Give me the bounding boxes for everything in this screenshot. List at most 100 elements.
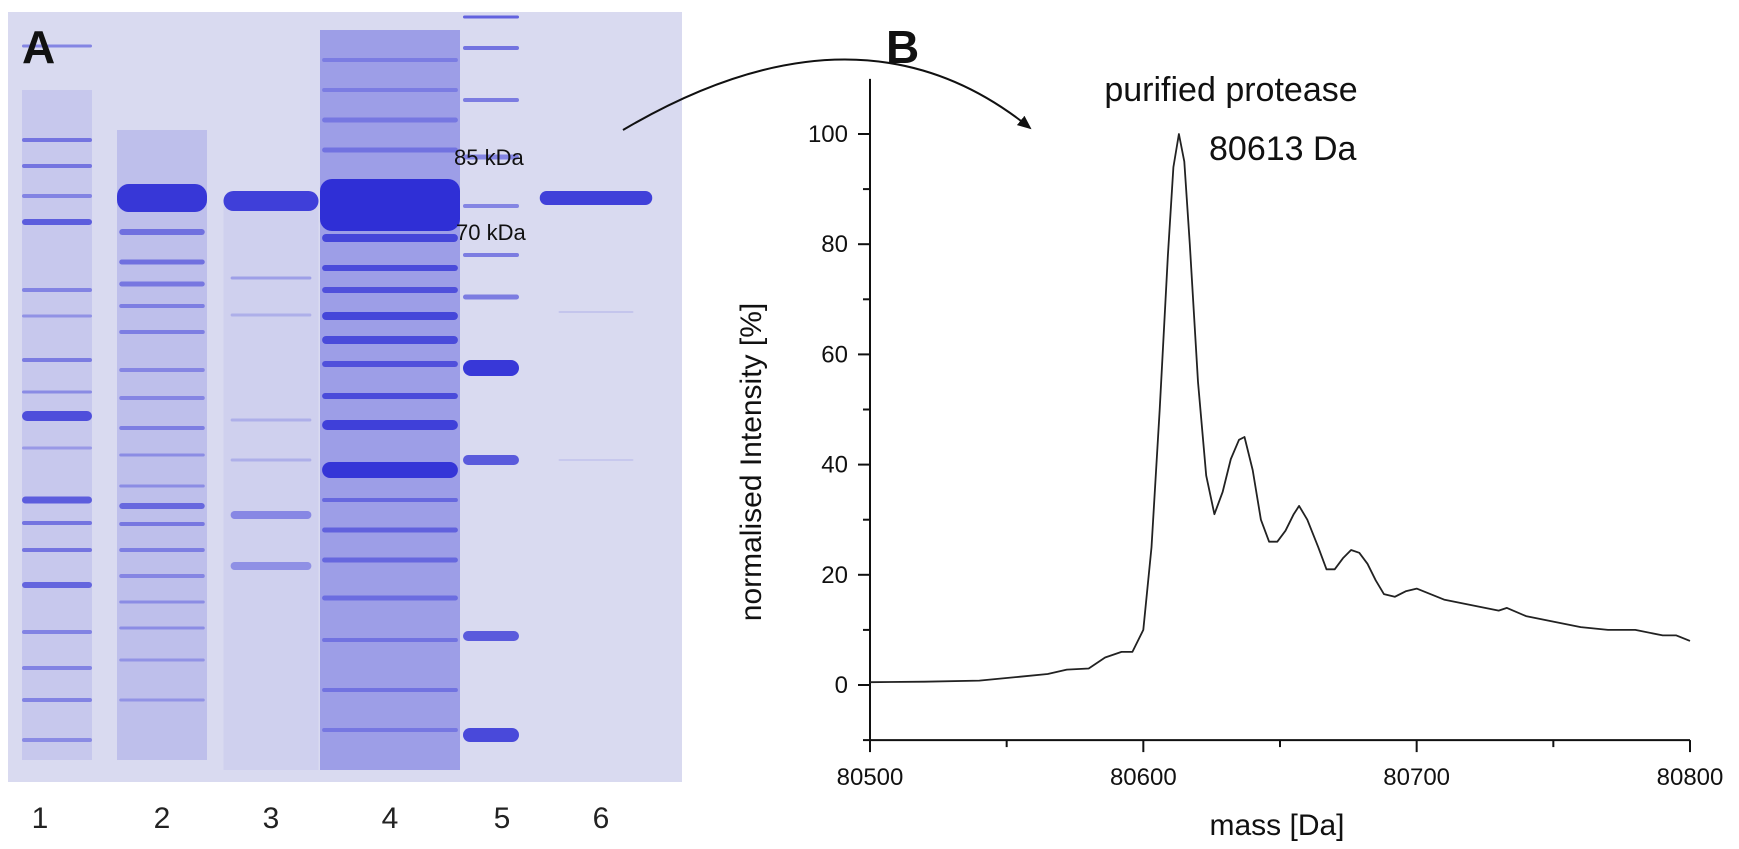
marker-ladder-band [463, 294, 519, 300]
panel-letter-b: B [886, 21, 919, 73]
lane-1-band [22, 164, 92, 168]
y-tick-label: 80 [821, 231, 848, 258]
peak-annotation: 80613 Da [1209, 130, 1357, 168]
lane-2-band [119, 396, 205, 400]
lane-6-band [558, 459, 634, 461]
marker-label-70kda: 70 kDa [456, 220, 526, 245]
lane-1-band [22, 219, 92, 225]
panel-b-chart: B purified protease 80613 Da 0 20 40 60 80 10… [735, 21, 1723, 842]
panel-a-gel: 85 kDa 70 kDa A 1 2 3 4 5 6 [8, 12, 682, 835]
spectrum-line [869, 133, 1691, 684]
lane-numbers: 1 2 3 4 5 6 [32, 802, 610, 835]
lane-3-band [230, 418, 312, 422]
lane-4-band [322, 336, 458, 344]
lane-2-band [119, 484, 205, 488]
lane-2-band [119, 626, 205, 630]
lane-2-band [119, 522, 205, 526]
x-tick-label: 80700 [1383, 764, 1450, 791]
marker-ladder-band [463, 631, 519, 641]
lane-6-band [539, 191, 653, 205]
lane-3-band [223, 191, 319, 211]
lane-number-3: 3 [263, 802, 280, 835]
lane-2-band [119, 330, 205, 334]
marker-ladder-band [463, 728, 519, 742]
lane-3-band [230, 511, 312, 519]
lane-2-band [119, 453, 205, 457]
lane-1-band [22, 738, 92, 742]
x-tick-label: 80600 [1110, 764, 1177, 791]
lane-4-band [322, 462, 458, 478]
lane-3-band [230, 313, 312, 317]
lane-1-band [22, 44, 92, 48]
gel-bands [22, 15, 653, 770]
lane-1-band [22, 630, 92, 634]
lane-4-band [322, 638, 458, 642]
lane-2-band [119, 426, 205, 430]
marker-ladder-band [463, 46, 519, 50]
y-tick-label: 40 [821, 452, 848, 479]
gel-smear [223, 200, 319, 770]
lane-4-band [320, 179, 460, 231]
gel-smear [117, 130, 207, 760]
lane-2-band [119, 698, 205, 702]
y-tick-label: 0 [835, 672, 848, 699]
lane-1-band [22, 194, 92, 198]
lane-2-band [119, 574, 205, 578]
lane-1-band [22, 358, 92, 362]
lane-4-band [322, 312, 458, 320]
lane-2-band [119, 304, 205, 308]
marker-ladder-band [463, 15, 519, 19]
lane-4-band [322, 287, 458, 293]
lane-2-band [119, 259, 205, 265]
lane-number-1: 1 [32, 802, 49, 835]
lane-1-band [22, 582, 92, 588]
lane-number-5: 5 [494, 802, 511, 835]
lane-1-band [22, 411, 92, 421]
panel-letter-a: A [22, 21, 55, 73]
lane-1-band [22, 496, 92, 504]
lane-1-band [22, 390, 92, 394]
lane-4-band [322, 147, 458, 153]
lane-4-band [322, 393, 458, 399]
marker-ladder-band [463, 360, 519, 376]
x-tick-label: 80800 [1657, 764, 1724, 791]
marker-ladder-band [463, 253, 519, 257]
y-axis-label: normalised Intensity [%] [735, 303, 768, 621]
lane-1-band [22, 138, 92, 142]
lane-2-band [119, 503, 205, 509]
lane-6-band [558, 311, 634, 313]
lane-4-band [322, 498, 458, 502]
lane-number-6: 6 [593, 802, 610, 835]
lane-4-band [322, 361, 458, 367]
lane-1-band [22, 521, 92, 525]
lane-4-band [322, 58, 458, 62]
lane-2-band [119, 600, 205, 604]
lane-1-band [22, 288, 92, 292]
lane-2-band [119, 229, 205, 235]
marker-ladder-band [463, 154, 519, 160]
marker-ladder-band [463, 204, 519, 208]
lane-1-band [22, 548, 92, 552]
lane-number-2: 2 [154, 802, 171, 835]
marker-label-85kda: 85 kDa [454, 145, 524, 170]
lane-4-band [322, 595, 458, 601]
y-tick-label: 20 [821, 562, 848, 589]
lane-1-band [22, 446, 92, 450]
x-ticks: 80500 80600 80700 80800 [837, 740, 1724, 791]
lane-2-band [117, 184, 207, 212]
y-tick-label: 100 [808, 121, 848, 148]
marker-ladder-band [463, 98, 519, 102]
lane-2-band [119, 281, 205, 287]
lane-1-band [22, 698, 92, 702]
lane-4-band [322, 88, 458, 92]
lane-2-band [119, 658, 205, 662]
link-arrow [622, 58, 1032, 131]
lane-number-4: 4 [382, 802, 399, 835]
y-ticks: 0 20 40 60 80 100 [808, 121, 870, 742]
lane-2-band [119, 548, 205, 552]
y-tick-label: 60 [821, 341, 848, 368]
x-tick-label: 80500 [837, 764, 904, 791]
lane-2-band [119, 368, 205, 372]
lane-4-band [322, 527, 458, 533]
